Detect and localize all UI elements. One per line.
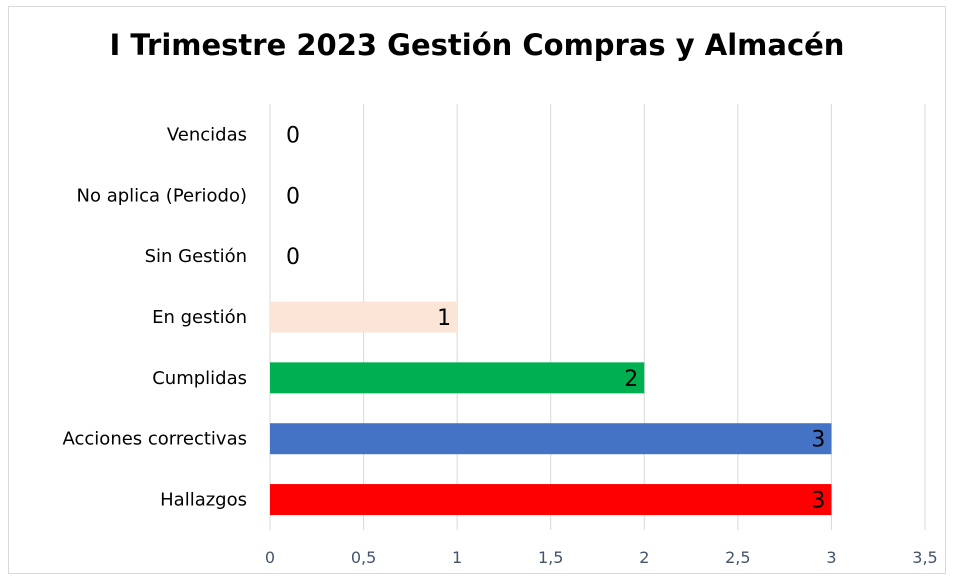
category-label-2: Sin Gestión bbox=[145, 246, 247, 267]
x-tick-label-1: 0,5 bbox=[351, 548, 376, 567]
x-tick-label-4: 2 bbox=[639, 548, 649, 567]
category-label-6: Hallazgos bbox=[160, 490, 247, 511]
category-label-3: En gestión bbox=[152, 307, 247, 328]
data-label-4: 2 bbox=[624, 367, 638, 392]
category-label-4: Cumplidas bbox=[152, 368, 247, 389]
x-tick-labels: 0 0,5 1 1,5 2 2,5 3 3,5 bbox=[265, 548, 938, 567]
bar-6 bbox=[270, 484, 832, 516]
chart-frame bbox=[8, 6, 946, 574]
category-label-0: Vencidas bbox=[167, 124, 247, 145]
data-label-6: 3 bbox=[811, 489, 825, 514]
data-label-3: 1 bbox=[437, 306, 451, 331]
data-label-0: 0 bbox=[286, 123, 300, 148]
category-label-5: Acciones correctivas bbox=[63, 429, 247, 450]
data-label-1: 0 bbox=[286, 184, 300, 209]
category-labels: Vencidas No aplica (Periodo) Sin Gestión En… bbox=[63, 124, 247, 510]
data-label-5: 3 bbox=[811, 428, 825, 453]
x-tick-label-0: 0 bbox=[265, 548, 275, 567]
x-tick-label-2: 1 bbox=[452, 548, 462, 567]
bar-5 bbox=[270, 423, 832, 455]
x-tick-label-3: 1,5 bbox=[538, 548, 563, 567]
x-tick-label-6: 3 bbox=[826, 548, 836, 567]
bars bbox=[270, 301, 832, 516]
bar-3 bbox=[270, 301, 458, 333]
category-label-1: No aplica (Periodo) bbox=[77, 185, 248, 206]
bar-4 bbox=[270, 362, 645, 394]
data-label-2: 0 bbox=[286, 245, 300, 270]
chart-title: I Trimestre 2023 Gestión Compras y Almac… bbox=[109, 28, 845, 62]
x-tick-label-5: 2,5 bbox=[725, 548, 750, 567]
x-tick-label-7: 3,5 bbox=[912, 548, 937, 567]
data-labels: 0 0 0 1 2 3 3 bbox=[286, 123, 825, 513]
